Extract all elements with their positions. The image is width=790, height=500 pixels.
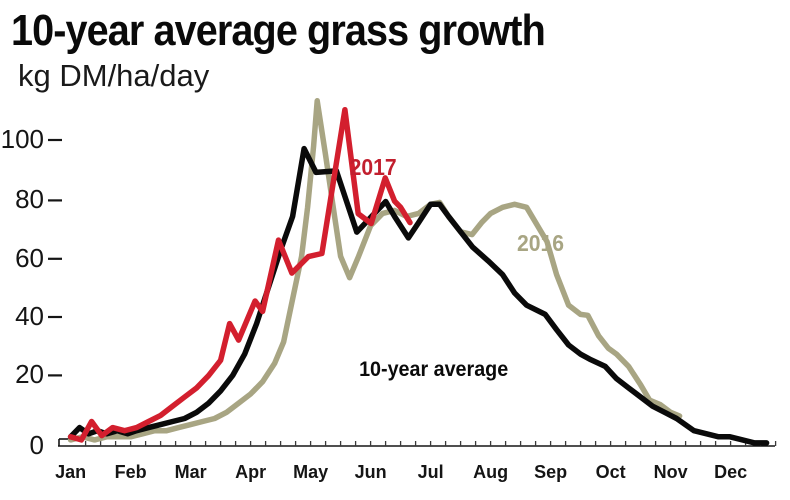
svg-text:Jun: Jun <box>355 462 387 482</box>
svg-text:60: 60 <box>15 243 44 273</box>
svg-text:0: 0 <box>30 430 44 460</box>
svg-text:100: 100 <box>1 124 44 154</box>
svg-text:Jul: Jul <box>418 462 444 482</box>
svg-text:Feb: Feb <box>115 462 147 482</box>
svg-text:10-year average: 10-year average <box>359 358 508 381</box>
svg-text:2016: 2016 <box>517 230 564 256</box>
svg-text:Aug: Aug <box>473 462 508 482</box>
svg-text:Dec: Dec <box>714 462 747 482</box>
svg-text:Apr: Apr <box>235 462 266 482</box>
svg-text:Nov: Nov <box>654 462 688 482</box>
svg-text:Mar: Mar <box>175 462 207 482</box>
svg-text:Sep: Sep <box>534 462 567 482</box>
svg-text:80: 80 <box>15 184 44 214</box>
svg-text:Oct: Oct <box>596 462 626 482</box>
svg-text:40: 40 <box>15 301 44 331</box>
svg-text:Jan: Jan <box>55 462 86 482</box>
svg-text:May: May <box>293 462 328 482</box>
svg-text:20: 20 <box>15 359 44 389</box>
svg-text:2017: 2017 <box>350 154 397 180</box>
